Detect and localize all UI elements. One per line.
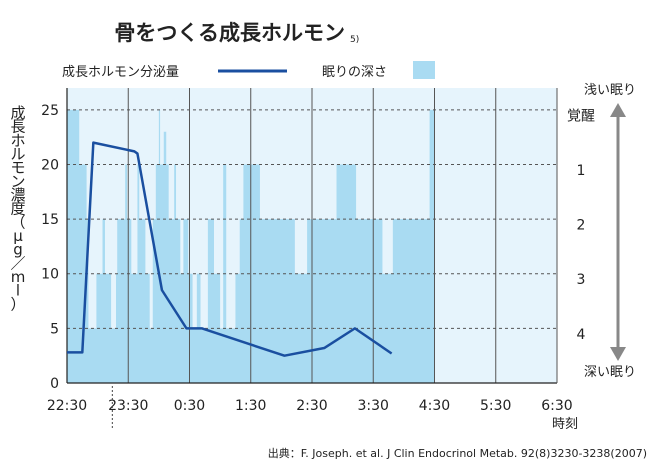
y-axis-title-char: 長 bbox=[10, 118, 25, 136]
x-tick-label-2: 0:30 bbox=[174, 398, 205, 414]
x-tick-label-5: 3:30 bbox=[358, 398, 389, 414]
right-axis-label-2: 2 bbox=[577, 218, 586, 234]
hormone-line bbox=[67, 141, 393, 357]
legend-hormone-label: 成長ホルモン分泌量 bbox=[62, 65, 179, 80]
y-axis-title-char: ル bbox=[10, 145, 25, 163]
y-axis-title-char: m bbox=[11, 268, 26, 286]
x-axis-title: 時刻 bbox=[552, 417, 578, 432]
x-tick-label-7: 5:30 bbox=[480, 398, 511, 414]
y-axis-title-char: l bbox=[16, 282, 20, 300]
chart-title-ref: 5) bbox=[350, 35, 359, 45]
y-axis-title-char: 濃 bbox=[10, 186, 25, 204]
legend-sleep-label: 眠りの深さ bbox=[322, 65, 387, 80]
y-tick-label-4: 20 bbox=[41, 157, 59, 173]
x-tick-label-1: 23:30 bbox=[108, 398, 148, 414]
y-axis-title-char: 度 bbox=[10, 200, 25, 218]
y-tick-label-0: 0 bbox=[50, 376, 59, 392]
right-axis-arrow-up bbox=[610, 103, 626, 117]
x-tick-label-8: 6:30 bbox=[541, 398, 572, 414]
y-axis-title-char: ホ bbox=[10, 131, 25, 149]
y-axis-title-char: μ bbox=[13, 227, 23, 245]
right-axis-label-3: 3 bbox=[577, 272, 586, 288]
y-tick-label-5: 25 bbox=[41, 103, 59, 119]
x-tick-label-6: 4:30 bbox=[419, 398, 450, 414]
y-axis-title-char: ン bbox=[10, 172, 25, 190]
y-axis-title-char: g bbox=[13, 241, 23, 259]
source-citation: 出典：F. Joseph. et al. J Clin Endocrinol M… bbox=[268, 446, 647, 460]
chart-title: 骨をつくる成長ホルモン bbox=[114, 21, 345, 45]
y-axis-title-char: モ bbox=[10, 159, 25, 177]
y-axis-title-char: ／ bbox=[10, 254, 25, 272]
y-axis-title-char: 成 bbox=[10, 104, 25, 122]
right-axis-label-1: 1 bbox=[577, 163, 586, 179]
y-axis-title-char: （ bbox=[10, 213, 25, 231]
right-axis-label-4: 4 bbox=[577, 327, 586, 343]
right-axis-bottom-label: 深い眠り bbox=[584, 365, 636, 380]
x-tick-label-4: 2:30 bbox=[296, 398, 327, 414]
y-tick-label-3: 15 bbox=[41, 212, 59, 228]
x-tick-label-0: 22:30 bbox=[47, 398, 87, 414]
right-axis-arrow-down bbox=[610, 347, 626, 361]
right-axis-top-label: 浅い眠り bbox=[584, 83, 636, 98]
y-tick-label-1: 5 bbox=[50, 321, 59, 337]
right-axis-label-0: 覚醒 bbox=[567, 108, 595, 124]
legend-sleep-swatch bbox=[413, 61, 435, 79]
y-axis-title-char: ） bbox=[10, 295, 25, 313]
x-tick-label-3: 1:30 bbox=[235, 398, 266, 414]
y-tick-label-2: 10 bbox=[41, 267, 59, 283]
